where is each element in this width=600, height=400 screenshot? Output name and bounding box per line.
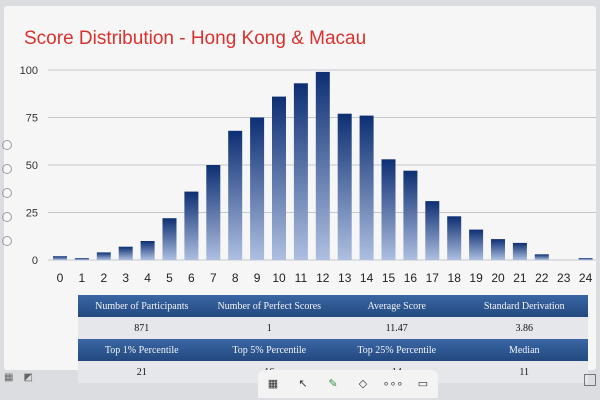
pen-tool-button[interactable]: ✎: [321, 378, 345, 390]
stats-header-cell: Number of Perfect Scores: [205, 295, 333, 317]
x-tick-label: 15: [382, 271, 396, 285]
x-tick-label: 7: [210, 271, 217, 285]
bar: [184, 191, 199, 260]
x-tick-label: 5: [166, 271, 173, 285]
eraser-tool-button[interactable]: ◇: [351, 378, 375, 390]
x-tick-label: 22: [535, 271, 549, 285]
y-tick-label: 100: [20, 65, 38, 77]
x-tick-label: 13: [338, 271, 352, 285]
stats-value-cell: 1: [205, 317, 333, 339]
stats-header-cell: Top 25% Percentile: [333, 339, 461, 361]
bar: [512, 242, 527, 260]
chart-view-icon[interactable]: ◩: [23, 372, 33, 383]
bar: [359, 115, 374, 260]
screen-icon: ▭: [417, 378, 429, 390]
bar: [74, 258, 89, 260]
x-tick-label: 16: [404, 271, 418, 285]
stats-header-cell: Average Score: [333, 295, 461, 317]
x-tick-label: 4: [144, 271, 151, 285]
pen-icon: ✎: [328, 378, 338, 390]
stats-header-row-2: Top 1% Percentile Top 5% Percentile Top …: [78, 339, 588, 361]
redo-icon[interactable]: [2, 164, 12, 174]
x-tick-label: 17: [426, 271, 440, 285]
bar: [206, 165, 221, 260]
x-tick-label: 24: [579, 271, 593, 285]
x-tick-label: 3: [122, 271, 129, 285]
zoom-icon[interactable]: [2, 236, 12, 246]
undo-icon[interactable]: [2, 140, 12, 150]
stats-header-cell: Number of Participants: [78, 295, 206, 317]
x-tick-label: 1: [79, 271, 86, 285]
statistics-table: Number of Participants Number of Perfect…: [78, 295, 588, 383]
select-tool-button[interactable]: ▦: [261, 378, 285, 390]
screen-tool-button[interactable]: ▭: [411, 378, 435, 390]
bar: [53, 256, 67, 260]
bar: [250, 117, 265, 260]
bar: [403, 170, 418, 260]
stats-value-cell: 21: [78, 361, 206, 383]
bar: [425, 201, 440, 260]
stats-header-cell: Standard Derivation: [460, 295, 588, 317]
stats-header-cell: Top 5% Percentile: [205, 339, 333, 361]
bar: [469, 229, 484, 260]
x-tick-label: 21: [513, 271, 527, 285]
bar: [534, 254, 549, 260]
eraser-icon: ◇: [358, 378, 368, 390]
stats-header-cell: Top 1% Percentile: [78, 339, 206, 361]
bar: [293, 83, 308, 260]
bar: [118, 246, 133, 260]
x-tick-label: 10: [272, 271, 286, 285]
x-tick-label: 11: [295, 271, 308, 285]
stats-value-cell: 11.47: [333, 317, 461, 339]
bar: [578, 258, 593, 260]
bar: [140, 241, 155, 260]
x-tick-label: 18: [448, 271, 462, 285]
chart-title: Score Distribution - Hong Kong & Macau: [24, 28, 367, 49]
bar: [381, 159, 396, 260]
x-tick-label: 14: [360, 271, 374, 285]
fullscreen-icon[interactable]: [584, 374, 596, 386]
bar: [315, 71, 330, 261]
x-tick-label: 12: [316, 271, 330, 285]
x-tick-label: 19: [469, 271, 483, 285]
stats-header-row-1: Number of Participants Number of Perfect…: [78, 295, 588, 317]
stats-value-row-1: 871 1 11.47 3.86: [78, 317, 588, 339]
bar: [491, 239, 505, 260]
grid-view-icon[interactable]: ▦: [4, 372, 14, 383]
more-tool-button[interactable]: ∘∘∘: [381, 378, 405, 390]
y-tick-label: 75: [26, 113, 38, 125]
bar: [228, 130, 243, 260]
x-tick-label: 2: [100, 271, 107, 285]
more-icon: ∘∘∘: [382, 378, 404, 390]
stats-header-cell: Median: [460, 339, 588, 361]
x-tick-label: 9: [254, 271, 261, 285]
highlighter-icon[interactable]: [2, 212, 12, 222]
presentation-slide: Score Distribution - Hong Kong & Macau 0…: [4, 6, 596, 383]
bar: [162, 218, 177, 260]
bar: [447, 216, 462, 260]
stats-value-cell: 3.86: [460, 317, 588, 339]
bottom-left-controls: ▦ ◩: [4, 372, 44, 396]
x-tick-label: 0: [57, 271, 64, 285]
bar: [337, 113, 352, 260]
bar: [96, 252, 111, 260]
pointer-tool-button[interactable]: ↖: [291, 378, 315, 390]
x-tick-label: 23: [557, 271, 571, 285]
select-tool-icon: ▦: [267, 378, 279, 390]
x-tick-label: 20: [491, 271, 505, 285]
annotation-toolbar: ▦ ↖ ✎ ◇ ∘∘∘ ▭: [258, 370, 438, 398]
stats-value-cell: 11: [460, 361, 588, 383]
pen-icon[interactable]: [2, 188, 12, 198]
pointer-icon: ↖: [298, 378, 308, 390]
stats-value-cell: 871: [78, 317, 206, 339]
side-toolbar: [0, 140, 12, 260]
y-tick-label: 0: [32, 255, 38, 267]
x-tick-label: 6: [188, 271, 195, 285]
bar: [272, 96, 286, 260]
x-tick-label: 8: [232, 271, 239, 285]
y-tick-label: 50: [26, 160, 38, 172]
y-tick-label: 25: [26, 208, 38, 220]
